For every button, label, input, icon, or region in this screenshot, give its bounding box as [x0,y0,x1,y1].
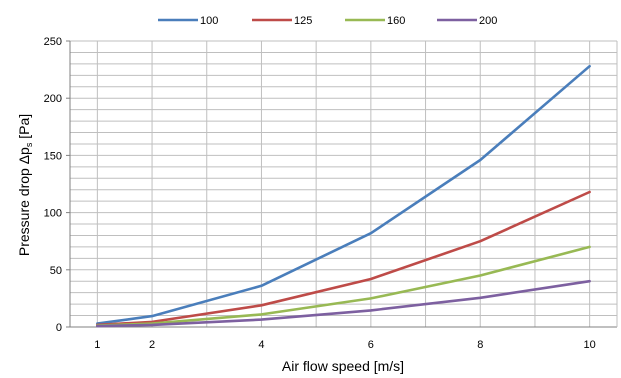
legend-label-160: 160 [387,15,405,27]
y-axis-label: Pressure drop Δps [Pa] [16,114,34,256]
y-tick-label: 100 [44,208,62,220]
x-tick-label: 10 [584,339,596,351]
x-tick-label: 6 [368,339,374,351]
y-tick-label: 150 [44,150,62,162]
legend-label-200: 200 [479,15,497,27]
legend: 100 125 160 200 [158,15,497,27]
series-lines [97,66,589,326]
y-tick-label: 0 [56,322,62,334]
x-axis-ticks: 1 2 4 6 8 10 [94,339,595,351]
x-tick-label: 8 [477,339,483,351]
y-axis-ticks: 0 50 100 150 200 250 [44,36,70,334]
grid [70,41,617,327]
x-tick-label: 1 [94,339,100,351]
x-axis-label: Air flow speed [m/s] [282,358,404,374]
x-tick-label: 4 [258,339,264,351]
y-tick-label: 250 [44,36,62,48]
legend-label-100: 100 [200,15,218,27]
y-tick-label: 200 [44,93,62,105]
x-tick-label: 2 [149,339,155,351]
y-tick-label: 50 [50,265,62,277]
legend-label-125: 125 [294,15,312,27]
